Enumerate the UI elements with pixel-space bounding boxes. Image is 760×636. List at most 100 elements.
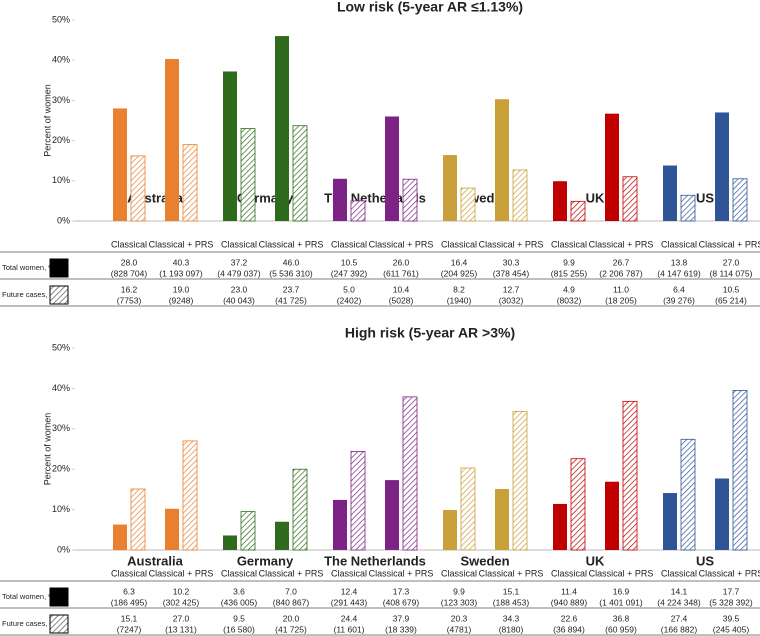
table-value: 9.9: [453, 586, 465, 596]
table-count: (4 224 348): [657, 597, 701, 607]
legend-swatch: [49, 258, 69, 278]
table-value: 12.7: [503, 284, 520, 294]
hatched-bar: [680, 194, 696, 222]
table-value: 39.5: [723, 613, 740, 623]
table-count: (41 725): [275, 295, 307, 305]
table-value: 10.2: [173, 586, 190, 596]
row-label: Future cases, % (n): [2, 290, 68, 299]
table-value: 17.7: [723, 586, 740, 596]
y-tick-label: 50%: [52, 14, 70, 24]
x-tick-label: Classical + PRS: [699, 239, 760, 249]
x-tick-label: Classical: [331, 239, 367, 249]
y-tick-label: 30%: [52, 423, 70, 433]
x-tick-label: Classical + PRS: [589, 568, 654, 578]
bar: [333, 499, 347, 550]
hatched-bar: [350, 200, 366, 222]
table-count: (166 882): [661, 624, 698, 634]
row-label: Total women, % (n): [2, 263, 67, 272]
x-tick-label: Classical + PRS: [259, 568, 324, 578]
hatched-bar: [402, 178, 418, 222]
table-value: 10.5: [723, 284, 740, 294]
x-tick-label: Classical + PRS: [149, 239, 214, 249]
table-value: 16.9: [613, 586, 630, 596]
y-axis-label: Percent of women: [42, 413, 52, 486]
table-value: 23.0: [231, 284, 248, 294]
table-value: 7.0: [285, 586, 297, 596]
table-value: 15.1: [121, 613, 138, 623]
country-label: US: [696, 553, 714, 568]
table-value: 19.0: [173, 284, 190, 294]
bar: [663, 165, 677, 221]
table-count: (123 303): [441, 597, 478, 607]
table-count: (4781): [447, 624, 472, 634]
table-value: 3.6: [233, 586, 245, 596]
table-count: (16 580): [223, 624, 255, 634]
table-value: 6.4: [673, 284, 685, 294]
bar: [165, 58, 179, 221]
bar: [385, 480, 399, 550]
table-value: 9.5: [233, 613, 245, 623]
table-value: 15.1: [503, 586, 520, 596]
country-label: Australia: [127, 553, 183, 568]
country-label: UK: [586, 553, 605, 568]
x-tick-label: Classical + PRS: [699, 568, 760, 578]
country-label: The Netherlands: [324, 190, 426, 205]
table-count: (204 925): [441, 268, 478, 278]
table-value: 16.4: [451, 257, 468, 267]
hatched-bar: [512, 169, 528, 222]
table-count: (18 205): [605, 295, 637, 305]
table-count: (2402): [337, 295, 362, 305]
bar: [333, 178, 347, 221]
x-tick-label: Classical: [331, 568, 367, 578]
bar: [443, 155, 457, 221]
x-tick-label: Classical: [661, 239, 697, 249]
legend-swatch: [49, 614, 69, 634]
table-count: (40 043): [223, 295, 255, 305]
x-tick-label: Classical: [221, 239, 257, 249]
legend-swatch: [49, 285, 69, 305]
table-value: 6.3: [123, 586, 135, 596]
table-value: 12.4: [341, 586, 358, 596]
chart-title: Low risk (5-year AR ≤1.13%): [337, 0, 523, 15]
table-count: (1940): [447, 295, 472, 305]
hatched-bar: [622, 176, 638, 222]
table-count: (186 495): [111, 597, 148, 607]
table-value: 13.8: [671, 257, 688, 267]
bar: [275, 36, 289, 221]
hatched-bar: [182, 144, 198, 222]
y-tick-label: 20%: [52, 135, 70, 145]
table-value: 20.0: [283, 613, 300, 623]
table-count: (60 959): [605, 624, 637, 634]
x-tick-label: Classical: [551, 568, 587, 578]
table-count: (8032): [557, 295, 582, 305]
table-value: 46.0: [283, 257, 300, 267]
y-axis-label: Percent of women: [42, 84, 52, 157]
bar: [553, 181, 567, 221]
hatched-bar: [182, 440, 198, 551]
table-value: 5.0: [343, 284, 355, 294]
hatched-bar: [240, 128, 256, 222]
table-count: (302 425): [163, 597, 200, 607]
x-tick-label: Classical: [661, 568, 697, 578]
country-label: Germany: [237, 553, 294, 568]
table-value: 20.3: [451, 613, 468, 623]
y-tick-label: 20%: [52, 464, 70, 474]
x-tick-label: Classical + PRS: [259, 239, 324, 249]
bar: [715, 112, 729, 221]
table-count: (815 255): [551, 268, 588, 278]
table-count: (18 339): [385, 624, 417, 634]
bar: [165, 508, 179, 550]
table-value: 17.3: [393, 586, 410, 596]
y-tick-label: 0%: [57, 544, 70, 554]
table-count: (4 479 037): [217, 268, 261, 278]
hatched-bar: [512, 411, 528, 551]
table-count: (840 867): [273, 597, 310, 607]
bar: [715, 478, 729, 550]
table-value: 27.0: [723, 257, 740, 267]
row-label: Total women, % (n): [2, 592, 67, 601]
hatched-bar: [292, 125, 308, 222]
bar: [223, 71, 237, 222]
table-value: 4.9: [563, 284, 575, 294]
y-tick-label: 10%: [52, 504, 70, 514]
x-tick-label: Classical: [551, 239, 587, 249]
